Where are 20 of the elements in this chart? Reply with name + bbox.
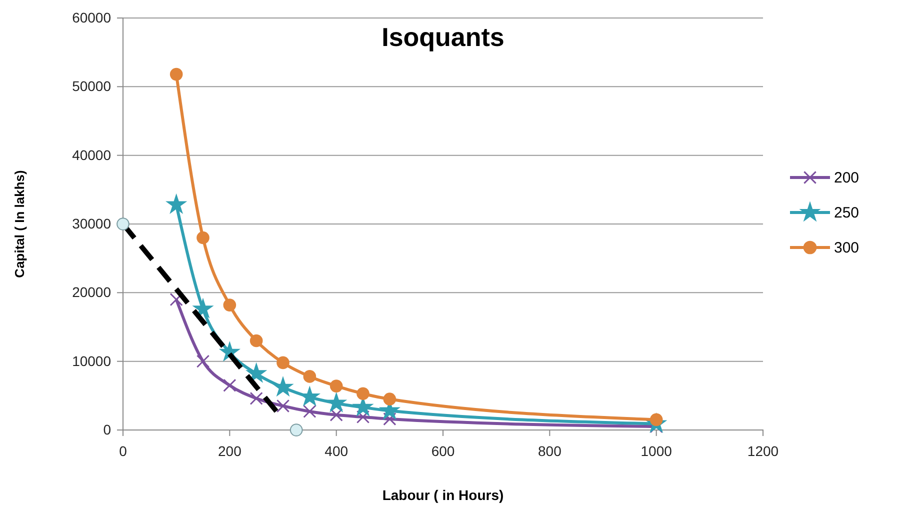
y-tick-label: 40000 [72,146,112,163]
legend-label: 300 [834,240,860,256]
x-tick-label: 600 [431,442,455,459]
x-tick-label: 1200 [747,442,779,459]
legend-label: 200 [834,170,860,186]
x-tick-label: 200 [218,442,242,459]
x-tick-label: 800 [538,442,562,459]
x-tick-label: 0 [119,442,128,459]
y-tick-label: 50000 [72,78,112,94]
legend-label: 250 [834,204,860,222]
x-tick-label: 1000 [640,442,672,459]
y-tick-label: 0 [103,421,112,438]
y-tick-label: 30000 [72,215,112,232]
y-axis-title: Capital ( In lakhs) [12,170,27,278]
y-tick-label: 20000 [72,284,112,300]
x-tick-label: 400 [324,442,348,459]
y-tick-label: 10000 [72,352,112,369]
y-tick-label: 60000 [72,9,112,26]
chart-title: Isoquants [382,22,504,52]
x-axis-title: Labour ( in Hours) [382,487,504,503]
